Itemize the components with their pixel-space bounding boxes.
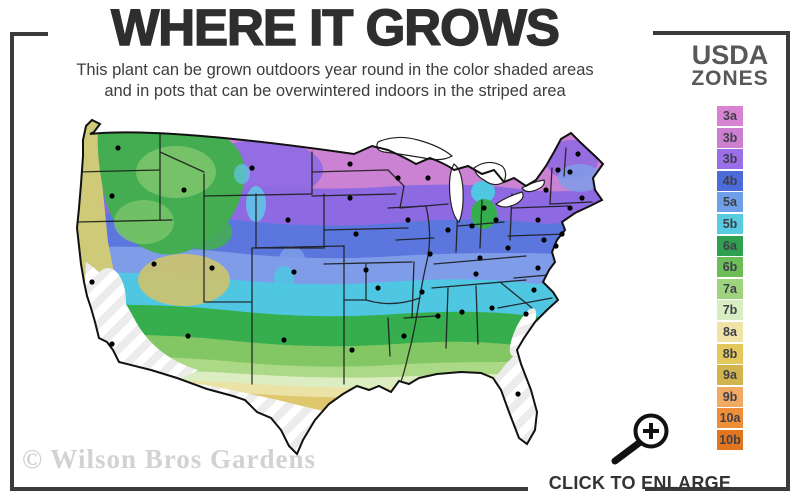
usda-zones-heading-line1: USDA [691,40,769,70]
zone-swatch-9a: 9a [717,365,743,386]
great-lakes [376,136,545,223]
zone-swatch-3b: 3b [717,127,743,148]
zone-swatch-6b: 6b [717,257,743,278]
zone-swatch-10b: 10b [717,429,743,450]
zone-swatch-3a: 3a [717,106,743,126]
usda-zones-heading: USDA ZONES [674,42,786,90]
zone-swatch-3b: 3b [717,149,743,170]
frame-left-line [10,32,14,491]
click-to-enlarge-label: CLICK TO ENLARGE [548,473,732,493]
zone-swatch-7b: 7b [717,300,743,321]
watermark: © Wilson Bros Gardens [22,444,316,474]
zone-swatch-6a: 6a [717,235,743,256]
zone-swatch-4b: 4b [717,170,743,191]
zone-swatch-8b: 8b [717,343,743,364]
zone-swatch-8a: 8a [717,321,743,342]
frame-bottom-right-line [645,487,790,491]
frame-top-right-stub [653,31,790,35]
city-marker-dots [89,145,585,397]
usda-zone-map-graphic [75,118,605,456]
zone-legend: 3a 3b 3b 4b 5a 5b 6a 6b 7a 7b 8a 8b 9a 9b 10a 10b [717,106,743,452]
zone-swatch-7a: 7a [717,278,743,299]
magnifier-plus-icon [611,413,669,465]
us-outline [75,118,605,456]
subtitle-line-2: and in pots that can be overwintered ind… [104,82,566,100]
click-to-enlarge-button[interactable]: CLICK TO ENLARGE [535,404,745,494]
frame-right-line [786,31,790,491]
subtitle: This plant can be grown outdoors year ro… [20,60,650,102]
frame-top-left-stub [10,32,48,36]
frame-bottom-left-line [10,487,528,491]
zone-swatch-5b: 5b [717,213,743,234]
subtitle-line-1: This plant can be grown outdoors year ro… [76,61,594,79]
zone-swatch-9b: 9b [717,386,743,407]
page-title: WHERE IT GROWS [110,0,560,57]
zone-swatch-10a: 10a [717,408,743,429]
usda-zones-heading-line2: ZONES [691,67,769,90]
zone-swatch-5a: 5a [717,192,743,213]
usda-zone-map[interactable] [56,112,614,464]
